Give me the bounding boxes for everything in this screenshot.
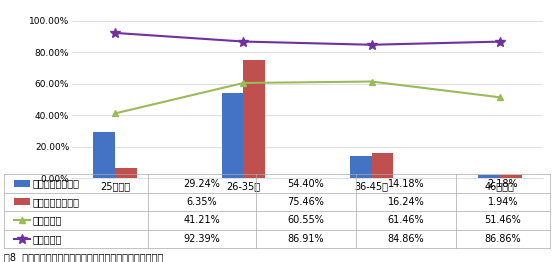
Text: 图8  不同年龄考生两个阶段考试报名人数占比、出考率情况: 图8 不同年龄考生两个阶段考试报名人数占比、出考率情况 [4, 252, 163, 262]
FancyBboxPatch shape [14, 180, 30, 187]
Text: 综合报名人数占比: 综合报名人数占比 [33, 197, 80, 207]
Text: 54.40%: 54.40% [288, 178, 325, 188]
Text: 60.55%: 60.55% [288, 215, 325, 225]
Bar [115, 168, 137, 178]
Text: 75.46%: 75.46% [288, 197, 325, 207]
Text: 92.39%: 92.39% [183, 234, 220, 244]
Text: 14.18%: 14.18% [388, 178, 424, 188]
Bar [372, 153, 393, 178]
Text: 84.86%: 84.86% [388, 234, 424, 244]
Bar [243, 59, 265, 178]
Bar [94, 132, 115, 178]
Text: 6.35%: 6.35% [187, 197, 217, 207]
Text: 86.86%: 86.86% [485, 234, 521, 244]
FancyBboxPatch shape [14, 198, 30, 205]
Bar [500, 175, 521, 178]
Bar [350, 156, 372, 178]
Bar [478, 175, 500, 178]
Text: 专业报名人数占比: 专业报名人数占比 [33, 178, 80, 188]
Text: 41.21%: 41.21% [183, 215, 220, 225]
Text: 1.94%: 1.94% [488, 197, 518, 207]
Text: 专业出考率: 专业出考率 [33, 215, 63, 225]
Text: 51.46%: 51.46% [485, 215, 521, 225]
Text: 29.24%: 29.24% [183, 178, 220, 188]
Text: 16.24%: 16.24% [388, 197, 424, 207]
Text: 86.91%: 86.91% [288, 234, 324, 244]
Bar [222, 93, 243, 178]
Text: 2.18%: 2.18% [488, 178, 519, 188]
Text: 综合出考率: 综合出考率 [33, 234, 63, 244]
Text: 61.46%: 61.46% [388, 215, 424, 225]
